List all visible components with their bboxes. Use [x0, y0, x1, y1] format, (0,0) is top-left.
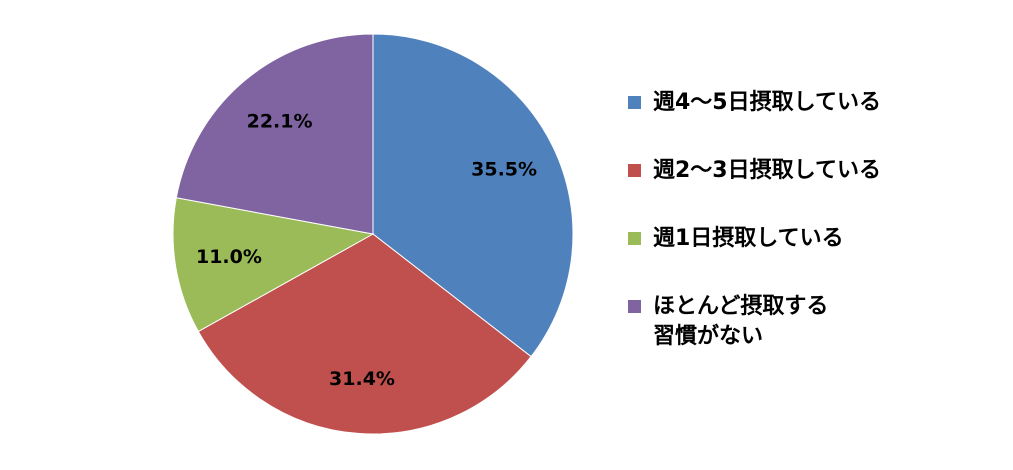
legend: 週4～5日摂取している 週2～3日摂取している 週1日摂取しているほとんど摂取する …	[628, 88, 881, 390]
legend-swatch	[628, 96, 641, 109]
pie-slice	[172, 197, 375, 333]
pie-slice	[175, 33, 374, 235]
legend-label: 週2～3日摂取している	[653, 158, 881, 183]
legend-label: 週4～5日摂取している	[653, 90, 881, 115]
data-label: 11.0%	[196, 246, 262, 268]
legend-swatch	[628, 164, 641, 177]
data-label: 31.4%	[329, 368, 395, 390]
legend-swatch	[628, 232, 641, 245]
data-label: 22.1%	[247, 110, 313, 132]
legend-item: 週2～3日摂取している	[628, 156, 881, 186]
legend-item: 週1日摂取している	[628, 224, 881, 254]
pie-slice	[197, 233, 532, 435]
legend-label: 週1日摂取している	[653, 226, 844, 251]
legend-item: ほとんど摂取する 習慣がない	[628, 292, 881, 352]
legend-swatch	[628, 300, 641, 313]
data-label: 35.5%	[471, 158, 537, 180]
legend-label: ほとんど摂取する 習慣がない	[653, 294, 829, 349]
pie-slice	[372, 33, 574, 358]
legend-item: 週4～5日摂取している	[628, 88, 881, 118]
